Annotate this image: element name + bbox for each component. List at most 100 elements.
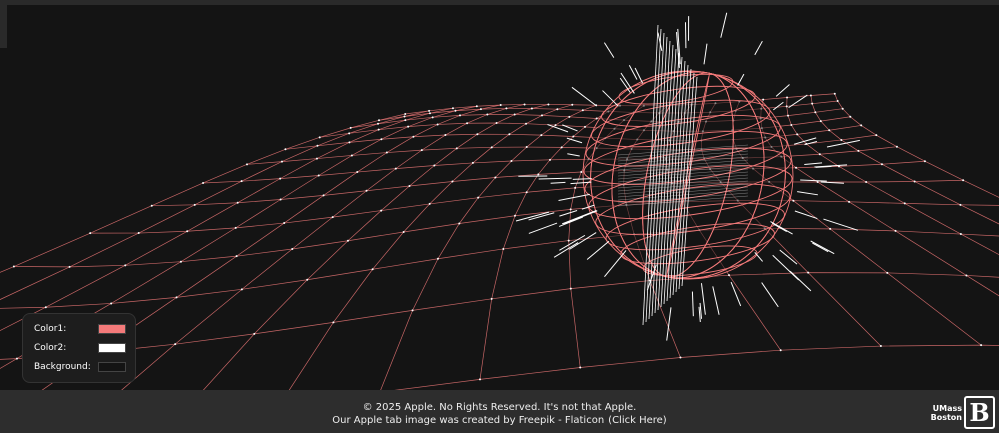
spike xyxy=(603,42,615,58)
mesh-line xyxy=(786,97,999,256)
spike xyxy=(669,60,686,299)
spike xyxy=(617,150,749,162)
spike xyxy=(617,177,749,189)
mesh-node xyxy=(44,306,47,309)
spike xyxy=(794,210,818,220)
mesh-node xyxy=(402,231,405,234)
mesh-node xyxy=(762,98,765,101)
mesh-node xyxy=(280,160,283,163)
mesh-node xyxy=(431,116,434,119)
spike xyxy=(654,40,671,314)
mesh-node xyxy=(569,287,572,290)
spike xyxy=(797,191,818,196)
spike xyxy=(772,222,787,233)
mesh-node xyxy=(848,200,851,203)
mesh-node xyxy=(236,201,239,204)
mesh-node xyxy=(779,349,782,352)
spike xyxy=(617,171,749,183)
mesh-node xyxy=(124,264,127,267)
mesh-node xyxy=(380,138,383,141)
mesh-node xyxy=(175,296,178,299)
spike xyxy=(820,181,845,184)
mesh-node xyxy=(795,166,798,169)
spike xyxy=(569,232,597,250)
mesh-node xyxy=(348,141,351,144)
spike xyxy=(826,139,860,148)
mesh-node xyxy=(959,203,962,206)
mesh-node xyxy=(819,120,822,123)
mesh-node xyxy=(530,107,533,110)
mesh-node xyxy=(246,163,249,166)
mesh-node xyxy=(459,114,461,117)
mesh-node xyxy=(816,181,819,184)
mesh-node xyxy=(571,103,574,106)
mesh-node xyxy=(380,209,383,212)
mesh-node xyxy=(560,146,563,149)
mesh-node xyxy=(537,173,540,176)
spike xyxy=(617,183,749,195)
spike xyxy=(617,153,749,165)
spike xyxy=(571,86,597,107)
mesh-node xyxy=(508,133,511,136)
mesh-node xyxy=(436,123,439,126)
color-swatch[interactable] xyxy=(98,362,126,372)
mesh-node xyxy=(965,274,968,277)
mesh-node xyxy=(549,158,551,161)
spike xyxy=(810,240,835,255)
mesh-line xyxy=(760,99,999,297)
mesh-node xyxy=(510,160,513,163)
mesh-node xyxy=(193,203,196,206)
mesh-node xyxy=(428,112,431,115)
mesh-node xyxy=(540,134,543,137)
mesh-node xyxy=(584,125,586,128)
spike xyxy=(602,90,619,107)
mesh-node xyxy=(523,103,526,106)
spike xyxy=(698,306,701,323)
scene xyxy=(0,12,999,390)
spike xyxy=(617,159,749,171)
spike xyxy=(558,216,584,227)
spike xyxy=(779,249,798,265)
sphere-fill xyxy=(584,71,792,279)
mesh-node xyxy=(365,189,368,192)
color-swatch[interactable] xyxy=(98,324,126,334)
control-label: Color1: xyxy=(34,324,67,334)
spike xyxy=(657,44,674,311)
mesh-node xyxy=(279,177,282,180)
spike xyxy=(561,210,597,225)
mesh-node xyxy=(494,176,497,179)
spike xyxy=(617,156,749,168)
mesh-node xyxy=(525,146,528,149)
mesh-node xyxy=(728,274,731,277)
mesh-node xyxy=(458,222,461,225)
mesh-node xyxy=(809,94,812,97)
mesh-node xyxy=(202,181,205,184)
mesh-node xyxy=(332,321,335,324)
mesh-node xyxy=(579,366,582,369)
mesh-node xyxy=(404,119,407,122)
logo[interactable]: UMass Boston B xyxy=(931,396,995,429)
mesh-node xyxy=(428,109,431,112)
spike xyxy=(691,291,694,317)
mesh-node xyxy=(959,233,962,236)
spike xyxy=(586,240,610,260)
spike xyxy=(562,124,578,132)
mesh-node xyxy=(349,126,352,129)
mesh-node xyxy=(331,216,334,219)
spike xyxy=(677,28,681,65)
mesh-node xyxy=(436,257,439,260)
spike xyxy=(604,250,627,278)
footer-text: Our Apple tab image was created by Freep… xyxy=(0,415,999,426)
mesh-node xyxy=(89,232,92,235)
footer-link[interactable]: (Click Here) xyxy=(608,415,667,426)
spike xyxy=(794,137,817,145)
mesh-node xyxy=(284,148,287,151)
mesh-node xyxy=(679,356,682,359)
mesh-node xyxy=(792,199,795,202)
mesh-node xyxy=(186,230,189,233)
mesh-node xyxy=(451,180,454,183)
mesh-node xyxy=(486,113,489,116)
mesh-line xyxy=(90,179,964,234)
color-swatch[interactable] xyxy=(98,343,126,353)
mesh-node xyxy=(411,309,414,312)
